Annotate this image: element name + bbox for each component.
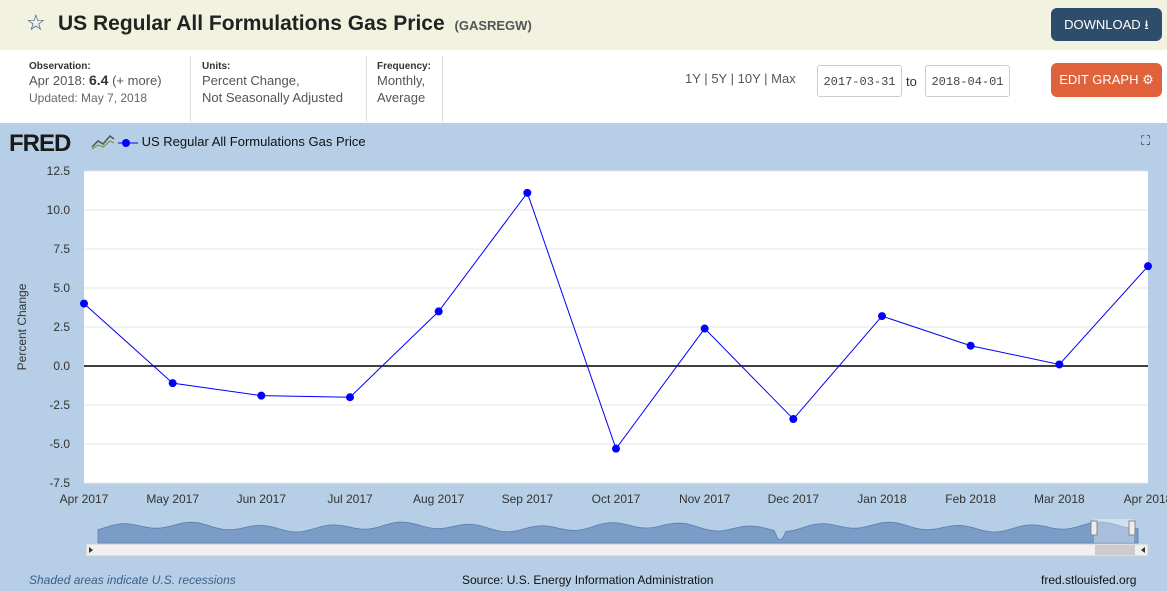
y-tick-label: -5.0 [49, 437, 70, 451]
observation-date: Apr 2018: [29, 73, 86, 88]
y-tick-label: 0.0 [53, 359, 70, 373]
x-tick-label: Apr 2017 [60, 492, 109, 506]
y-tick-label: -7.5 [49, 476, 70, 490]
data-point [612, 444, 620, 453]
x-tick-label: Jun 2017 [237, 492, 287, 506]
x-tick-label: Jan 2018 [857, 492, 907, 506]
legend-marker-icon [118, 137, 138, 149]
x-tick-label: Apr 2018 [1124, 492, 1167, 506]
data-point [434, 307, 443, 316]
navigator-scrollbar-track[interactable] [85, 543, 1149, 557]
source-note: Source: U.S. Energy Information Administ… [462, 573, 714, 587]
data-point [789, 415, 798, 424]
frequency-panel: Frequency: Monthly, Average [367, 56, 443, 122]
x-tick-label: Mar 2018 [1034, 492, 1085, 506]
frequency-line1: Monthly, [377, 73, 426, 88]
navigator-selection[interactable] [1094, 519, 1134, 543]
observation-label: Observation: [29, 61, 91, 72]
y-tick-label: -2.5 [49, 398, 70, 412]
data-point [346, 393, 354, 402]
range-sep: | [730, 71, 734, 86]
recession-note: Shaded areas indicate U.S. recessions [29, 573, 236, 587]
chart-legend: US Regular All Formulations Gas Price [118, 134, 366, 149]
range-selector: 1Y | 5Y | 10Y | Max [685, 71, 796, 86]
updated-text: Updated: May 7, 2018 [29, 91, 148, 105]
observation-panel: Observation: Apr 2018: 6.4 (+ more) Upda… [19, 56, 191, 122]
chart-plot: 12.5 10.0 7.5 5.0 2.5 0.0 -2.5 -5.0 -7.5 Apr 2017… [15, 164, 1167, 557]
fred-logo: FRED [9, 130, 71, 157]
units-line1: Percent Change, [202, 73, 300, 88]
scroll-left-icon[interactable] [89, 547, 93, 553]
scroll-right-icon[interactable] [1141, 547, 1145, 553]
x-tick-label: Sep 2017 [502, 492, 554, 506]
header-bar: ☆ US Regular All Formulations Gas Price … [0, 0, 1167, 50]
units-label: Units: [202, 61, 231, 72]
data-point [257, 391, 266, 400]
star-icon[interactable]: ☆ [26, 10, 46, 35]
data-point [523, 188, 532, 197]
data-point [168, 379, 177, 388]
to-label: to [906, 74, 917, 89]
page-title: US Regular All Formulations Gas Price (G… [58, 11, 532, 39]
y-tick-label: 2.5 [53, 320, 70, 334]
expand-icon[interactable]: ⛶ [1141, 133, 1151, 148]
units-panel: Units: Percent Change, Not Seasonally Ad… [192, 56, 367, 122]
x-tick-label: Dec 2017 [768, 492, 820, 506]
frequency-label: Frequency: [377, 61, 431, 72]
navigator-left-handle[interactable] [1090, 520, 1098, 536]
navigator-series [97, 521, 1139, 544]
navigator-right-handle[interactable] [1128, 520, 1136, 536]
range-10y[interactable]: 10Y [737, 71, 761, 86]
y-tick-label: 7.5 [53, 242, 70, 256]
end-date-input[interactable]: 2018-04-01 [925, 65, 1010, 97]
range-sep: | [704, 71, 708, 86]
x-tick-label: Nov 2017 [679, 492, 731, 506]
chart-panel: FRED US Regular All Formulations Gas Pri… [0, 123, 1167, 591]
x-tick-label: Aug 2017 [413, 492, 465, 506]
data-point [1144, 262, 1152, 271]
y-tick-label: 5.0 [53, 281, 70, 295]
data-point [700, 324, 709, 333]
download-button[interactable]: DOWNLOAD ⭳ [1051, 8, 1162, 41]
series-code: (GASREGW) [454, 18, 532, 33]
y-axis-label: Percent Change [15, 283, 29, 370]
range-1y[interactable]: 1Y [685, 71, 701, 86]
data-point [80, 299, 88, 308]
data-point [966, 341, 975, 350]
x-tick-label: Oct 2017 [592, 492, 641, 506]
x-tick-label: May 2017 [146, 492, 199, 506]
legend-label: US Regular All Formulations Gas Price [141, 134, 366, 149]
y-tick-label: 10.0 [47, 203, 71, 217]
data-point [1055, 360, 1064, 369]
navigator-scrollbar-thumb[interactable] [1095, 545, 1135, 555]
edit-graph-button[interactable]: EDIT GRAPH ⚙ [1051, 63, 1162, 97]
start-date-input[interactable]: 2017-03-31 [817, 65, 902, 97]
range-5y[interactable]: 5Y [711, 71, 727, 86]
observation-number: 6.4 [89, 72, 109, 88]
observation-value: Apr 2018: 6.4 (+ more) [29, 72, 180, 89]
series-title: US Regular All Formulations Gas Price [58, 12, 445, 35]
range-max[interactable]: Max [771, 71, 796, 86]
fred-graph-icon [91, 134, 115, 150]
units-line2: Not Seasonally Adjusted [202, 90, 343, 105]
range-sep: | [764, 71, 768, 86]
x-tick-label: Feb 2018 [945, 492, 996, 506]
frequency-line2: Average [377, 90, 426, 105]
site-url[interactable]: fred.stlouisfed.org [1041, 573, 1137, 587]
y-tick-label: 12.5 [47, 164, 71, 178]
data-point [878, 312, 886, 321]
more-link[interactable]: (+ more) [112, 73, 162, 88]
x-tick-label: Jul 2017 [327, 492, 373, 506]
